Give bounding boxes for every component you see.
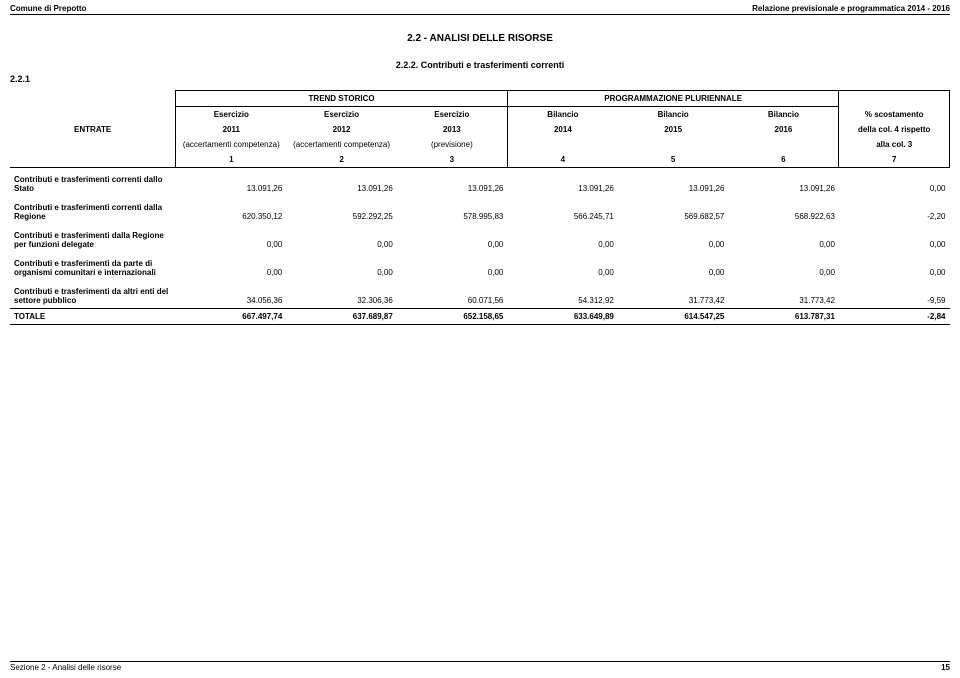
- page: Comune di Prepotto Relazione previsional…: [0, 0, 960, 678]
- col-5-line2: 2016: [728, 122, 839, 137]
- group-header-row: TREND STORICO PROGRAMMAZIONE PLURIENNALE: [10, 91, 950, 107]
- row-3-label: Contributi e trasferimenti da parte di o…: [10, 256, 176, 280]
- row-2-v0: 0,00: [176, 228, 287, 252]
- row-1-v1: 592.292,25: [286, 200, 397, 224]
- row-4-v3: 54.312,92: [507, 284, 618, 309]
- row-4-v6: -9,59: [839, 284, 950, 309]
- pct-line1: % scostamento: [839, 107, 950, 123]
- total-row: TOTALE 667.497,74 637.689,87 652.158,65 …: [10, 308, 950, 324]
- col-5-line1: Bilancio: [728, 107, 839, 123]
- header-left: Comune di Prepotto: [10, 4, 86, 13]
- title-sub: 2.2.2. Contributi e trasferimenti corren…: [10, 60, 950, 70]
- col-3-num: 4: [507, 152, 618, 168]
- col-4-line1: Bilancio: [618, 107, 729, 123]
- table-row: Contributi e trasferimenti correnti dall…: [10, 172, 950, 196]
- pct-num: 7: [839, 152, 950, 168]
- row-4-label: Contributi e trasferimenti da altri enti…: [10, 284, 176, 309]
- row-3-v5: 0,00: [728, 256, 839, 280]
- row-4-v0: 34.056,36: [176, 284, 287, 309]
- col-3-line2: 2014: [507, 122, 618, 137]
- pct-line3: alla col. 3: [839, 137, 950, 152]
- row-1-v3: 566.245,71: [507, 200, 618, 224]
- row-0-v4: 13.091,26: [618, 172, 729, 196]
- total-v5: 613.787,31: [728, 308, 839, 324]
- pct-line2: della col. 4 rispetto: [839, 122, 950, 137]
- col-0-num: 1: [176, 152, 287, 168]
- col-0-note: (accertamenti competenza): [176, 137, 287, 152]
- footer-left: Sezione 2 - Analisi delle risorse: [10, 663, 121, 672]
- col-1-note: (accertamenti competenza): [286, 137, 397, 152]
- col-2-num: 3: [397, 152, 508, 168]
- col-2-note: (previsione): [397, 137, 508, 152]
- row-0-v2: 13.091,26: [397, 172, 508, 196]
- row-3-v3: 0,00: [507, 256, 618, 280]
- total-v0: 667.497,74: [176, 308, 287, 324]
- table-row: Contributi e trasferimenti da parte di o…: [10, 256, 950, 280]
- row-2-v1: 0,00: [286, 228, 397, 252]
- row-2-v5: 0,00: [728, 228, 839, 252]
- col-3-line1: Bilancio: [507, 107, 618, 123]
- col-3-note: [507, 137, 618, 152]
- row-1-v0: 620.350,12: [176, 200, 287, 224]
- total-v1: 637.689,87: [286, 308, 397, 324]
- row-2-v3: 0,00: [507, 228, 618, 252]
- col-5-num: 6: [728, 152, 839, 168]
- total-label: TOTALE: [10, 308, 176, 324]
- total-v6: -2,84: [839, 308, 950, 324]
- row-0-label: Contributi e trasferimenti correnti dall…: [10, 172, 176, 196]
- row-0-v5: 13.091,26: [728, 172, 839, 196]
- row-4-v1: 32.306,36: [286, 284, 397, 309]
- row-1-label: Contributi e trasferimenti correnti dall…: [10, 200, 176, 224]
- row-2-label: Contributi e trasferimenti dalla Regione…: [10, 228, 176, 252]
- row-3-v6: 0,00: [839, 256, 950, 280]
- row-2-v4: 0,00: [618, 228, 729, 252]
- col-2-line1: Esercizio: [397, 107, 508, 123]
- row-1-v4: 569.682,57: [618, 200, 729, 224]
- row-0-v0: 13.091,26: [176, 172, 287, 196]
- row-1-v5: 568.922,63: [728, 200, 839, 224]
- row-0-v6: 0,00: [839, 172, 950, 196]
- col-1-line2: 2012: [286, 122, 397, 137]
- col-2-line2: 2013: [397, 122, 508, 137]
- col-header-row-1: ENTRATE Esercizio Esercizio Esercizio Bi…: [10, 107, 950, 123]
- col-4-num: 5: [618, 152, 729, 168]
- entrate-label: ENTRATE: [10, 107, 176, 153]
- col-4-note: [618, 137, 729, 152]
- table-row: Contributi e trasferimenti correnti dall…: [10, 200, 950, 224]
- col-index-row: 1 2 3 4 5 6 7: [10, 152, 950, 168]
- prog-header: PROGRAMMAZIONE PLURIENNALE: [507, 91, 839, 107]
- row-0-v3: 13.091,26: [507, 172, 618, 196]
- row-3-v1: 0,00: [286, 256, 397, 280]
- total-v3: 633.649,89: [507, 308, 618, 324]
- footer-page-number: 15: [941, 663, 950, 672]
- col-1-line1: Esercizio: [286, 107, 397, 123]
- row-4-v5: 31.773,42: [728, 284, 839, 309]
- row-3-v0: 0,00: [176, 256, 287, 280]
- page-header: Comune di Prepotto Relazione previsional…: [10, 4, 950, 15]
- col-4-line2: 2015: [618, 122, 729, 137]
- table-row: Contributi e trasferimenti dalla Regione…: [10, 228, 950, 252]
- table-row: Contributi e trasferimenti da altri enti…: [10, 284, 950, 309]
- total-v4: 614.547,25: [618, 308, 729, 324]
- row-3-v4: 0,00: [618, 256, 729, 280]
- row-4-v2: 60.071,56: [397, 284, 508, 309]
- data-table: TREND STORICO PROGRAMMAZIONE PLURIENNALE…: [10, 90, 950, 325]
- section-number: 2.2.1: [10, 74, 950, 84]
- page-footer: Sezione 2 - Analisi delle risorse 15: [10, 661, 950, 672]
- col-0-line1: Esercizio: [176, 107, 287, 123]
- trend-header: TREND STORICO: [176, 91, 508, 107]
- title-main: 2.2 - ANALISI DELLE RISORSE: [10, 33, 950, 44]
- total-v2: 652.158,65: [397, 308, 508, 324]
- row-0-v1: 13.091,26: [286, 172, 397, 196]
- col-5-note: [728, 137, 839, 152]
- row-4-v4: 31.773,42: [618, 284, 729, 309]
- row-2-v2: 0,00: [397, 228, 508, 252]
- row-3-v2: 0,00: [397, 256, 508, 280]
- header-right: Relazione previsionale e programmatica 2…: [752, 4, 950, 13]
- row-1-v2: 578.995,83: [397, 200, 508, 224]
- row-2-v6: 0,00: [839, 228, 950, 252]
- col-1-num: 2: [286, 152, 397, 168]
- col-0-line2: 2011: [176, 122, 287, 137]
- row-1-v6: -2,20: [839, 200, 950, 224]
